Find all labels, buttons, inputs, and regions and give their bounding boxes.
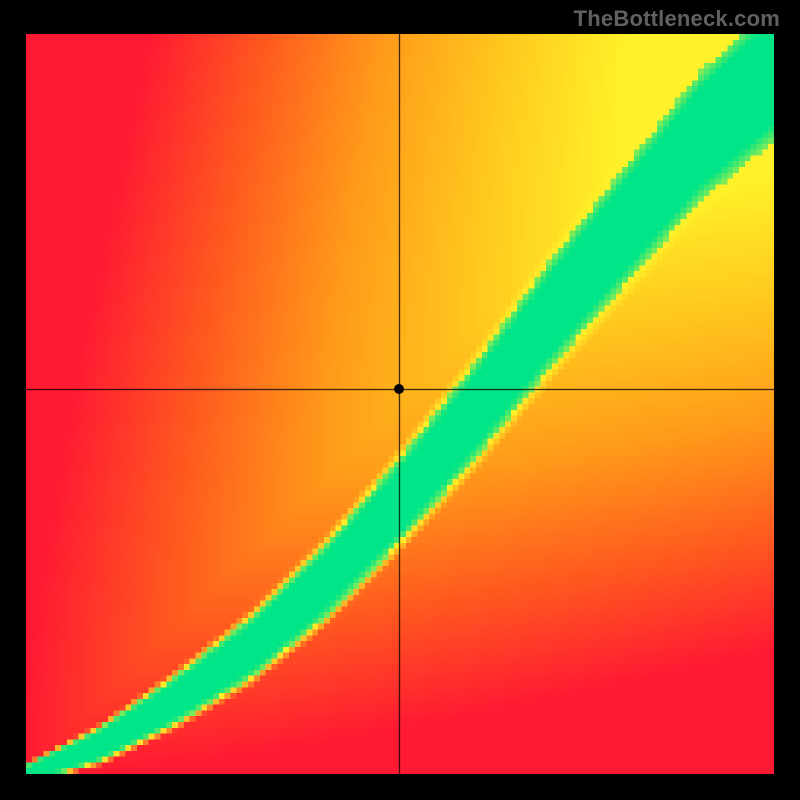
chart-container: TheBottleneck.com [0,0,800,800]
bottleneck-heatmap [26,34,774,774]
watermark-text: TheBottleneck.com [574,6,780,32]
